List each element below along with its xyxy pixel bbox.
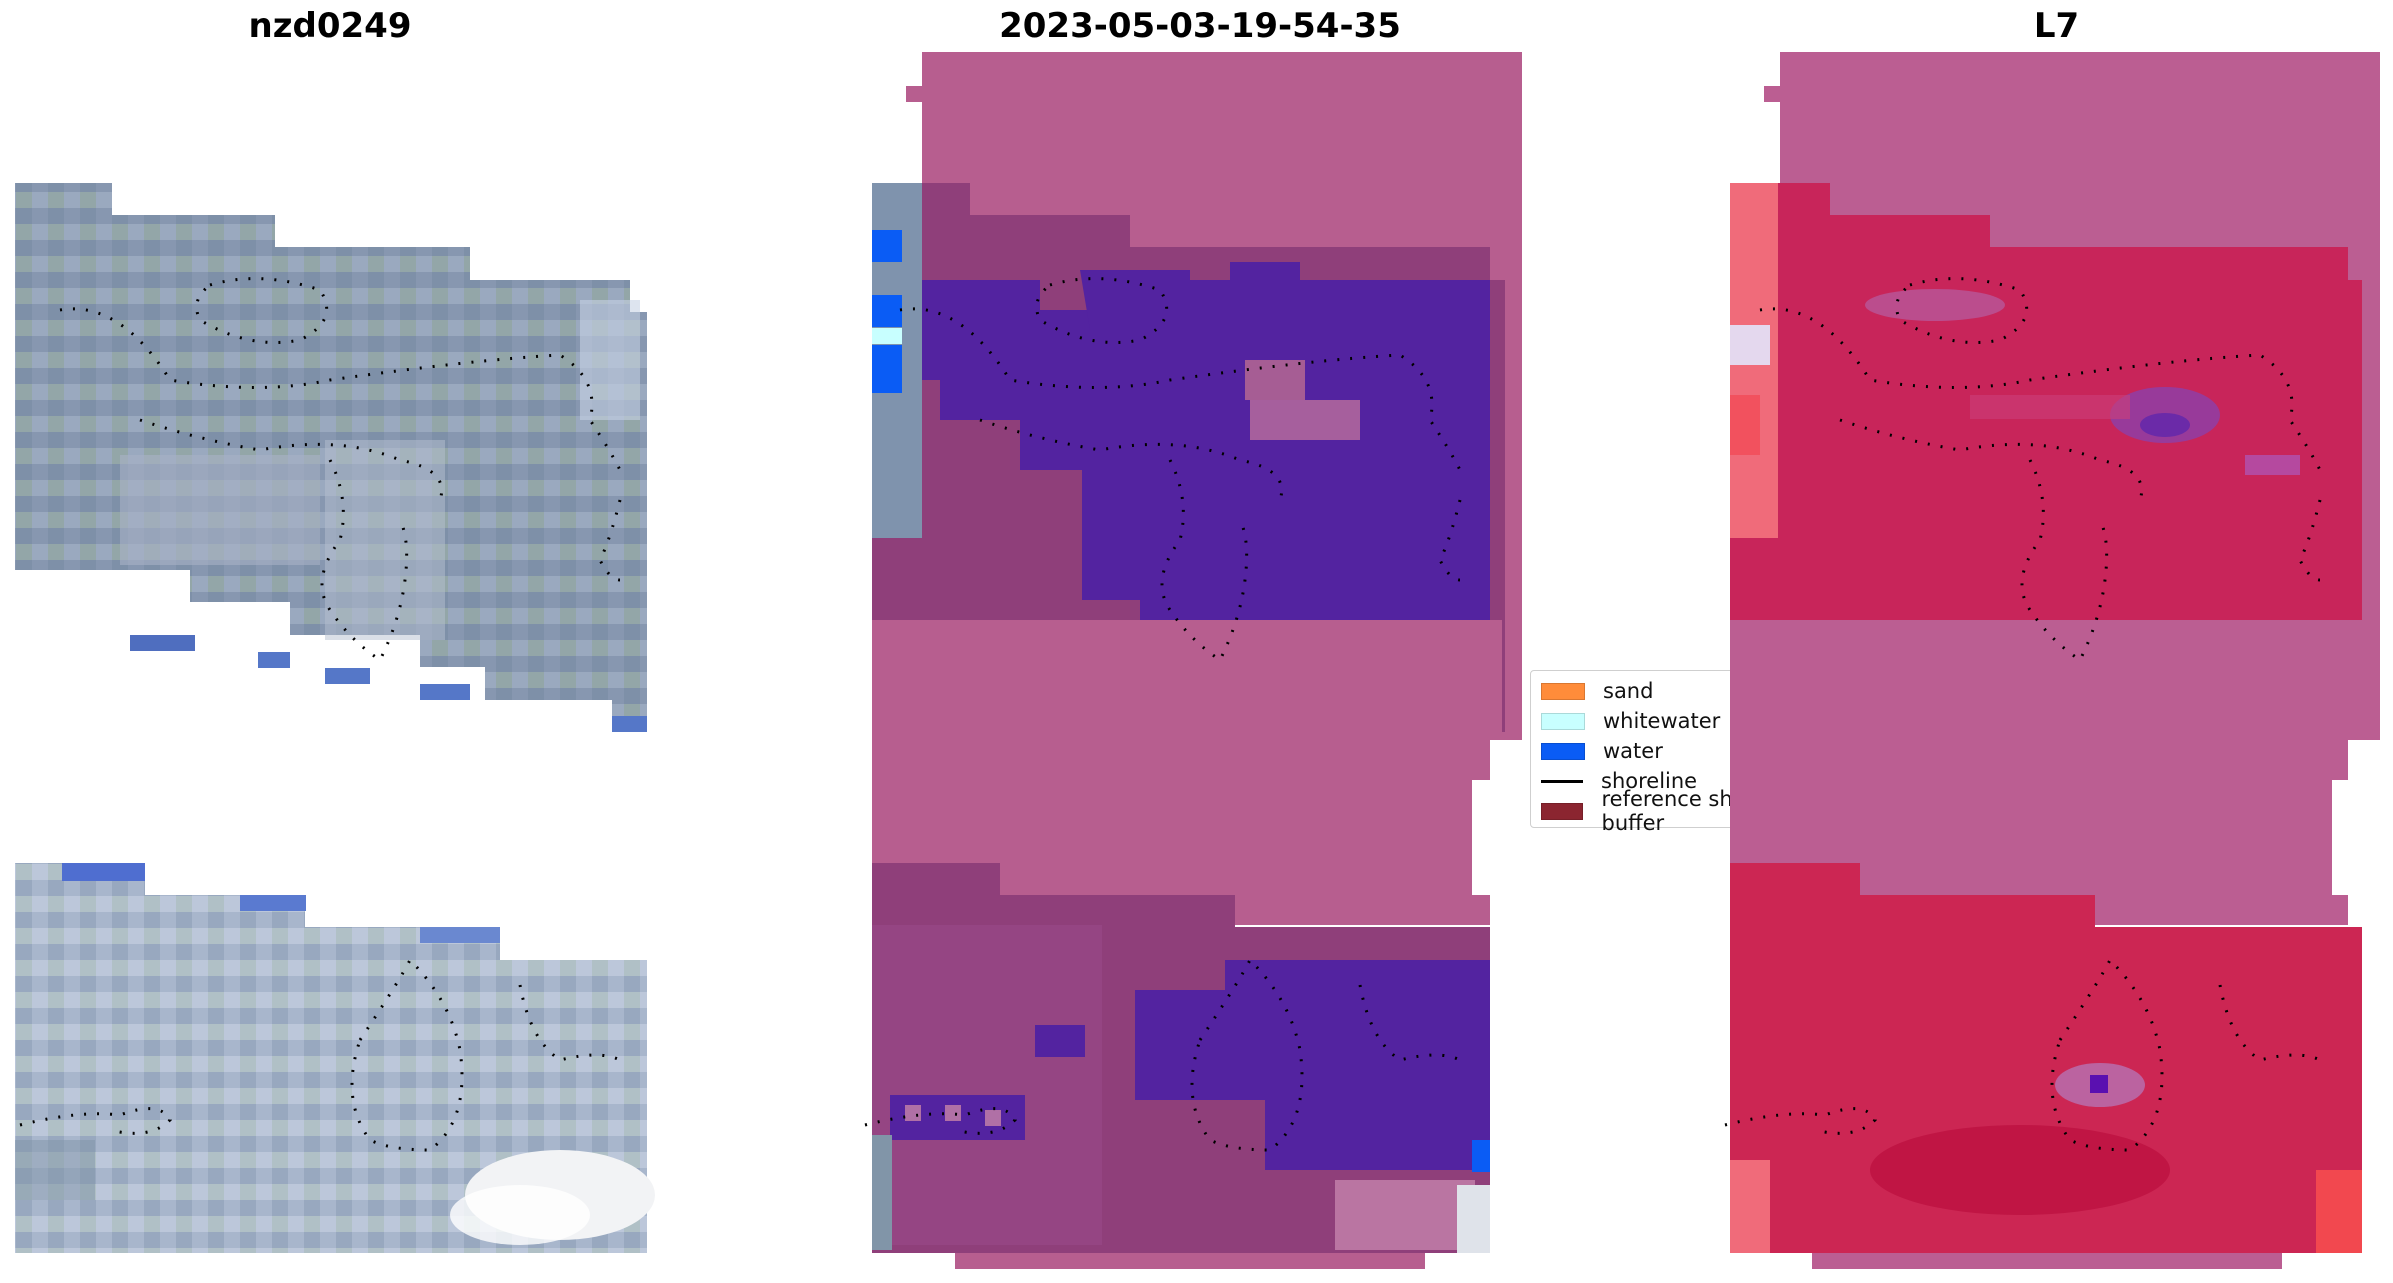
sand-swatch [1541,682,1585,700]
shoreline-swatch [1541,779,1583,783]
water-class-upper [920,262,1490,732]
panel-title-classified: 2023-05-03-19-54-35 [999,6,1401,46]
panel-rgb: nzd0249 [0,0,660,1283]
legend-item-sand: sand [1541,676,1864,706]
panel-l7: L7 [1720,0,2393,1283]
buffer-swatch [1541,802,1584,820]
water-class-lower [1135,960,1490,1170]
water-swatch [1541,742,1585,760]
l7-image [1724,52,2380,1269]
l7-land-upper [1730,183,2362,732]
l7-buffer-middle [1730,620,2362,925]
legend-label-whitewater: whitewater [1603,709,1721,733]
rgb-shoreline [19,277,622,1152]
legend-label-water: water [1603,739,1663,763]
legend-item-shoreline: shoreline [1541,766,1864,796]
whitewater-swatch [1541,712,1585,730]
panel-title-rgb: nzd0249 [248,6,412,46]
l7-shoreline [1724,277,2322,1152]
panel-classified: 2023-05-03-19-54-35 [850,0,1550,1283]
rgb-bottom-block [15,863,647,1253]
rgb-image [15,183,655,1253]
legend-label-shoreline: shoreline [1601,769,1698,793]
classified-shoreline [864,277,1462,1152]
legend-item-water: water [1541,736,1864,766]
buffer-middle [872,620,1502,925]
classified-image [864,52,1522,1269]
legend-item-whitewater: whitewater [1541,706,1864,736]
panel-title-l7: L7 [2033,6,2080,46]
legend-label-sand: sand [1603,679,1654,703]
